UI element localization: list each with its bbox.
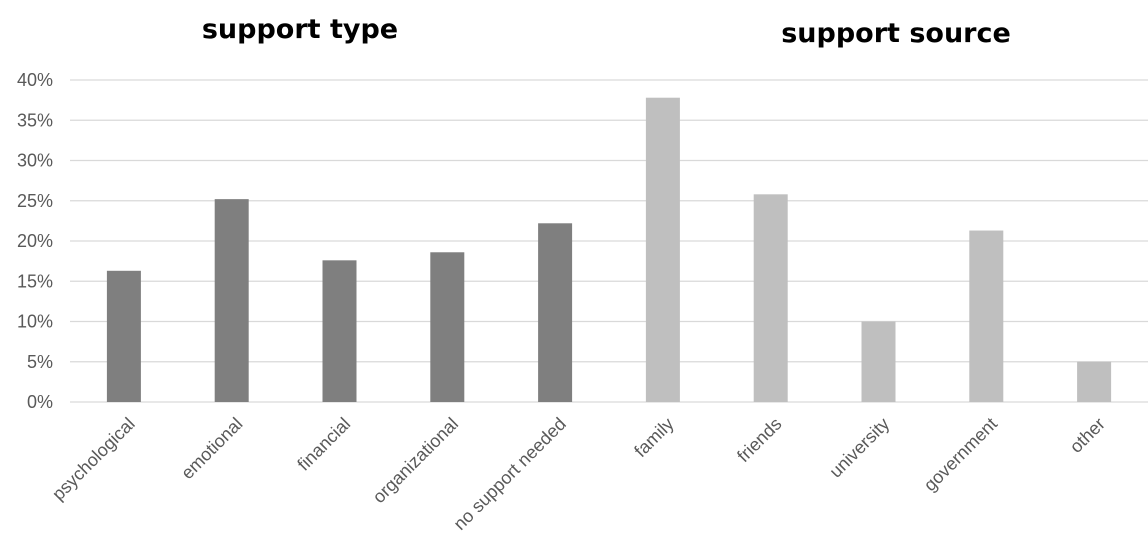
bar-friends <box>753 194 788 402</box>
y-tick-label: 25% <box>17 191 53 211</box>
y-tick-label: 0% <box>27 392 53 412</box>
group-title-support-source: support source <box>781 18 1011 49</box>
group-title-support-type: support type <box>202 14 398 45</box>
x-axis-ticks: psychological emotional financial organizat… <box>48 414 1109 534</box>
x-tick-label: friends <box>733 414 785 466</box>
x-tick-label: no support needed <box>450 414 570 534</box>
y-tick-label: 15% <box>17 271 53 291</box>
y-tick-label: 35% <box>17 110 53 130</box>
x-tick-label: financial <box>293 414 354 475</box>
bars <box>106 97 1112 403</box>
y-tick-label: 10% <box>17 312 53 332</box>
bar-financial <box>322 260 357 402</box>
y-tick-label: 40% <box>17 70 53 90</box>
x-tick-label: government <box>920 414 1001 495</box>
x-tick-label: psychological <box>48 414 139 505</box>
bar-organizational <box>430 252 465 402</box>
bar-emotional <box>214 199 249 402</box>
bar-no-support-needed <box>538 223 573 402</box>
y-tick-label: 5% <box>27 352 53 372</box>
bar-government <box>969 230 1004 402</box>
y-tick-label: 30% <box>17 151 53 171</box>
x-tick-label: organizational <box>369 414 462 507</box>
bar-university <box>861 321 896 402</box>
x-tick-label: university <box>825 414 893 482</box>
bar-psychological <box>106 270 141 402</box>
x-tick-label: emotional <box>177 414 246 483</box>
bar-other <box>1077 361 1112 402</box>
y-tick-label: 20% <box>17 231 53 251</box>
gridlines <box>70 79 1148 403</box>
x-tick-label: family <box>630 414 677 461</box>
x-tick-label: other <box>1066 414 1109 457</box>
y-axis-ticks: 0% 5% 10% 15% 20% 25% 30% 35% 40% <box>17 70 53 412</box>
bar-family <box>645 97 680 403</box>
